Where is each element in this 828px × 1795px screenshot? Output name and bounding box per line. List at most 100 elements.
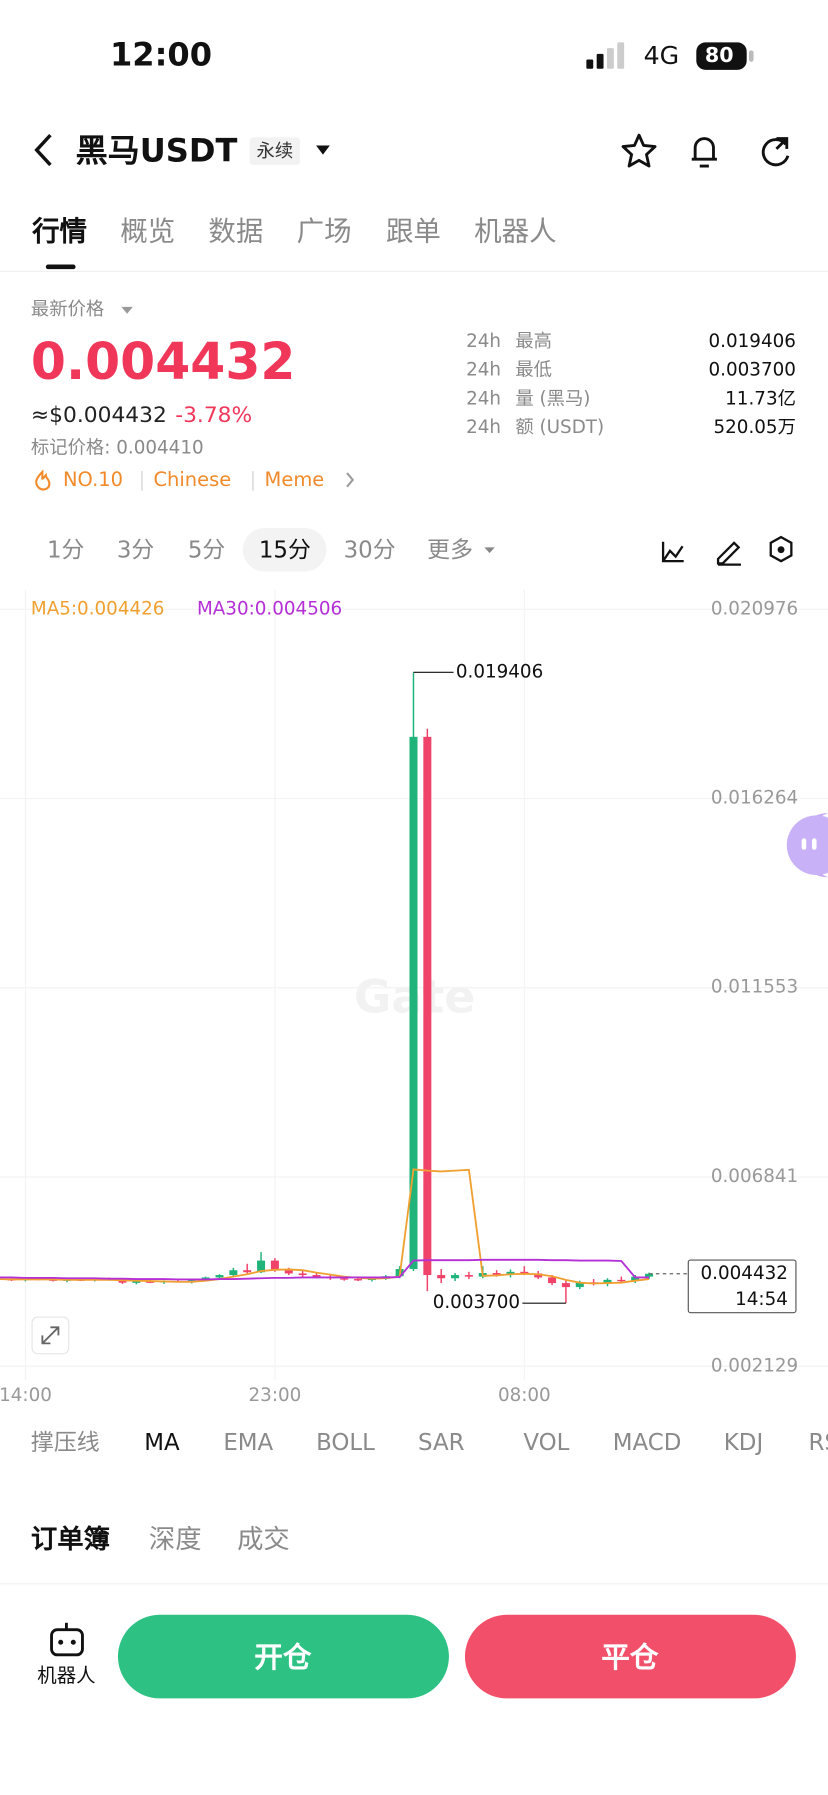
close-button[interactable] — [464, 1614, 796, 1699]
x-tick-label: 23:00 — [249, 1385, 302, 1406]
candle-body — [146, 1281, 155, 1283]
stat-label: 量 (黑马) — [515, 387, 591, 409]
indicator[interactable]: BOLL — [316, 1428, 375, 1456]
topic-tag[interactable]: Chinese — [153, 468, 232, 492]
candle-body — [132, 1281, 141, 1283]
interval[interactable]: 5分 — [187, 535, 226, 564]
tab[interactable]: 机器人 — [474, 215, 557, 248]
separator: | — [138, 468, 146, 492]
stat-label: 最高 — [515, 329, 553, 352]
tab[interactable]: 广场 — [296, 215, 352, 248]
indicator[interactable]: KDJ — [723, 1428, 764, 1456]
network: 4G — [643, 42, 680, 72]
candle-body — [492, 1273, 501, 1275]
settings-dot — [777, 546, 785, 554]
tab[interactable]: 数据 — [208, 215, 264, 248]
draw-icon[interactable] — [716, 541, 741, 566]
candle-body — [548, 1277, 557, 1284]
contract-tag[interactable]: 永续 — [249, 137, 301, 165]
candle-body — [118, 1279, 127, 1283]
stat-value: 0.003700 — [708, 358, 796, 381]
star-icon[interactable] — [621, 133, 657, 168]
back-icon[interactable] — [34, 133, 52, 167]
float-assistant-body[interactable] — [786, 815, 828, 875]
battery-tip — [748, 50, 754, 62]
robot-icon[interactable] — [50, 1628, 84, 1657]
interval-more[interactable]: 更多 — [427, 535, 473, 564]
caret[interactable] — [316, 145, 330, 155]
eye — [801, 838, 807, 850]
kline-chart: Gate0.0209760.0162640.0115530.0068410.00… — [0, 589, 828, 1406]
last-price-box — [687, 1259, 797, 1314]
book-tab-active[interactable]: 订单簿 — [30, 1524, 110, 1555]
settings-icon[interactable] — [769, 535, 793, 563]
price-label[interactable]: 最新价格 — [30, 297, 105, 320]
book-tab[interactable]: 成交 — [237, 1524, 290, 1555]
y-tick-label: 0.011553 — [711, 977, 798, 998]
stat-value: 520.05万 — [713, 415, 796, 438]
y-tick-label: 0.020976 — [711, 598, 798, 619]
usd-price: ≈$0.004432 — [30, 402, 167, 428]
open-button[interactable] — [117, 1614, 449, 1699]
candle-body — [215, 1275, 224, 1278]
candle-body — [229, 1270, 238, 1276]
tab-underline — [45, 264, 76, 270]
status-time: 12:00 — [109, 35, 213, 74]
stat-value: 0.019406 — [708, 329, 796, 352]
y-tick-label: 0.002129 — [711, 1355, 798, 1376]
stat-value: 11.73亿 — [725, 387, 796, 409]
candle-body — [437, 1275, 446, 1279]
stat-period: 24h — [466, 329, 502, 352]
candle-body — [645, 1273, 654, 1277]
indicator-active[interactable]: MA — [144, 1428, 180, 1456]
interval[interactable]: 30分 — [343, 535, 396, 564]
topic-tag[interactable]: Meme — [264, 468, 325, 492]
mark-price: 标记价格: 0.004410 — [30, 436, 204, 459]
tab[interactable]: 跟单 — [385, 215, 441, 248]
candle-body — [312, 1275, 321, 1277]
book-tab[interactable]: 深度 — [148, 1524, 202, 1555]
stat-label: 最低 — [515, 358, 553, 381]
interval-active-bg — [242, 527, 327, 572]
interval-active[interactable]: 15分 — [258, 535, 311, 564]
close-label[interactable]: 平仓 — [601, 1640, 659, 1674]
battery-icon — [696, 42, 747, 70]
y-tick-label: 0.006841 — [711, 1166, 798, 1187]
share-icon[interactable] — [761, 137, 790, 167]
separator: | — [249, 468, 257, 492]
interval[interactable]: 1分 — [46, 535, 85, 564]
candle-body — [340, 1278, 349, 1280]
indicator-icon[interactable] — [661, 541, 684, 563]
max-label: 0.019406 — [456, 661, 543, 682]
indicator[interactable]: VOL — [523, 1428, 570, 1456]
fire-icon — [35, 469, 51, 491]
tab[interactable]: 概览 — [120, 215, 176, 248]
bell-icon[interactable] — [691, 137, 717, 168]
interval[interactable]: 3分 — [116, 535, 155, 564]
candle-body — [270, 1260, 279, 1271]
countdown: 14:54 — [735, 1289, 788, 1310]
last-price-label: 0.004432 — [701, 1263, 788, 1284]
candle-body — [561, 1283, 570, 1288]
candle-body — [520, 1271, 529, 1274]
robot-eye — [70, 1639, 76, 1645]
indicator[interactable]: RSI — [808, 1428, 828, 1456]
candle-body — [617, 1279, 626, 1282]
battery-level: 80 — [704, 43, 734, 68]
candle-body — [257, 1260, 266, 1273]
rank-tag[interactable]: NO.10 — [62, 468, 124, 492]
robot-label[interactable]: 机器人 — [37, 1664, 96, 1688]
indicator[interactable]: SAR — [418, 1428, 465, 1456]
change: -3.78% — [175, 402, 253, 428]
open-label[interactable]: 开仓 — [254, 1640, 312, 1674]
indicator[interactable]: EMA — [223, 1428, 274, 1456]
indicator[interactable]: 撑压线 — [30, 1428, 100, 1456]
stat-label: 额 (USDT) — [515, 415, 605, 438]
x-tick-label: 14:00 — [0, 1385, 52, 1406]
tab[interactable]: 行情 — [32, 215, 88, 248]
indicator[interactable]: MACD — [612, 1428, 682, 1456]
pair-title: 黑马USDT — [75, 131, 238, 170]
candle-body — [243, 1270, 252, 1273]
ma-line — [0, 1168, 650, 1285]
chevron[interactable] — [346, 472, 355, 488]
